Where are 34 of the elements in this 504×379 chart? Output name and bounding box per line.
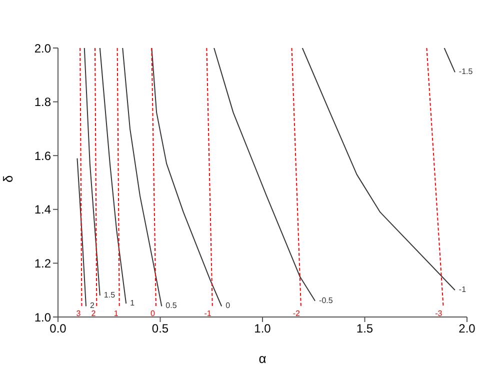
line-series <box>122 48 162 307</box>
series-label: -1 <box>458 285 467 294</box>
series-label: -1 <box>204 309 212 318</box>
series-label: -3 <box>435 309 443 318</box>
series-label: 0.5 <box>166 301 178 310</box>
series-label: 0 <box>150 309 156 318</box>
y-tick-label: 1.6 <box>34 148 52 163</box>
y-tick-label: 1.2 <box>34 256 52 270</box>
series-label: 1.5 <box>104 290 116 300</box>
series-label: 0 <box>226 301 231 310</box>
x-tick-label: 0.5 <box>152 322 169 336</box>
line-series <box>151 48 222 307</box>
line-series <box>84 48 100 296</box>
y-axis-title: δ <box>0 175 16 182</box>
y-tick-label: 1.8 <box>34 95 52 110</box>
y-tick-label: 2.0 <box>34 41 52 56</box>
series-label: -2 <box>292 309 300 318</box>
x-tick-label: 1.5 <box>356 322 374 336</box>
x-tick-label: 0.0 <box>50 322 67 336</box>
series-label: 3 <box>76 309 82 318</box>
line-series <box>99 48 127 304</box>
series-label: -1.5 <box>458 67 474 76</box>
y-tick-label: 1.0 <box>34 310 52 324</box>
x-tick-label: 2.0 <box>458 322 476 336</box>
series-label: 1 <box>130 298 136 308</box>
series-label: 2 <box>91 309 96 318</box>
x-tick-label: 1.0 <box>254 322 272 336</box>
series-label: 1 <box>114 309 119 318</box>
x-axis-title: α <box>258 351 267 366</box>
y-tick-label: 1.4 <box>34 202 52 217</box>
line-series <box>302 48 456 291</box>
series-label: -0.5 <box>319 296 334 305</box>
line-series <box>214 48 316 302</box>
series-label: 2 <box>90 301 96 310</box>
